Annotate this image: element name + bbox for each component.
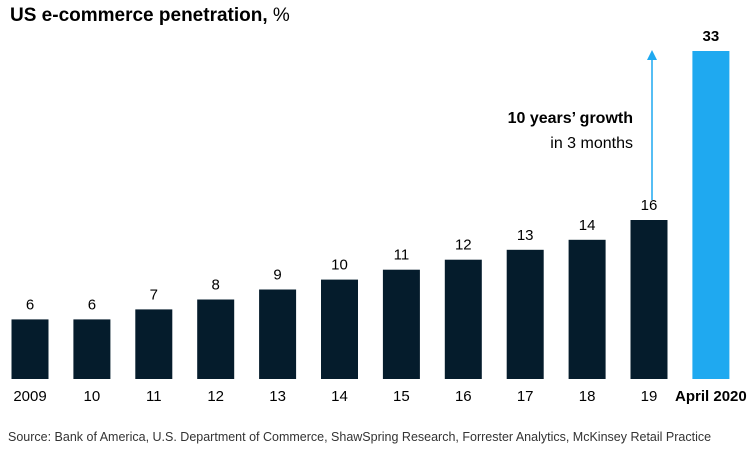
x-tick-label: 10: [84, 388, 101, 405]
chart-title-main: US e-commerce penetration,: [10, 5, 268, 26]
data-label: 9: [273, 267, 281, 284]
data-label: 13: [517, 227, 534, 244]
bar-april-2020: [692, 51, 730, 379]
bar-10: [73, 319, 111, 379]
x-tick-label: 16: [455, 388, 472, 405]
source-note: Source: Bank of America, U.S. Department…: [8, 430, 712, 444]
data-label: 10: [331, 257, 348, 274]
bar-13: [259, 289, 297, 379]
data-label: 14: [579, 217, 596, 234]
bar-chart: 6 2009 6 10 7 11 8 12 9 13 10 14 11 15 12 16 13 17 14 18 16 1…: [11, 28, 747, 405]
annotation-line2: in 3 months: [550, 135, 633, 152]
bar-14: [321, 279, 358, 379]
arrow-up-icon: [647, 50, 657, 60]
data-label: 8: [212, 277, 220, 294]
bar-19: [630, 220, 668, 379]
x-tick-label: 14: [331, 388, 348, 405]
bar-16: [444, 259, 482, 379]
x-tick-label: 17: [517, 388, 534, 405]
x-tick-label: 18: [579, 388, 596, 405]
x-tick-label: 2009: [13, 388, 46, 405]
data-label: 6: [88, 296, 96, 313]
chart-title: US e-commerce penetration, %: [10, 5, 290, 27]
bar-18: [568, 239, 606, 379]
bar-15: [382, 269, 420, 379]
x-tick-label: 15: [393, 388, 410, 405]
data-label: 16: [641, 197, 658, 214]
data-label: 6: [26, 296, 34, 313]
x-tick-label: 13: [269, 388, 286, 405]
annotation-line1: 10 years’ growth: [508, 110, 633, 127]
x-tick-label: 12: [207, 388, 224, 405]
chart-title-unit: %: [272, 5, 290, 26]
bar-17: [506, 249, 544, 379]
bar-2009: [11, 319, 49, 379]
data-label: 33: [703, 28, 720, 45]
x-tick-label: 19: [641, 388, 658, 405]
data-label: 7: [150, 286, 158, 303]
bar-12: [197, 299, 235, 379]
data-label: 12: [455, 237, 472, 254]
data-label: 11: [394, 247, 410, 264]
x-tick-label: April 2020: [675, 388, 747, 405]
bar-11: [135, 309, 173, 379]
x-tick-label: 11: [146, 388, 162, 405]
